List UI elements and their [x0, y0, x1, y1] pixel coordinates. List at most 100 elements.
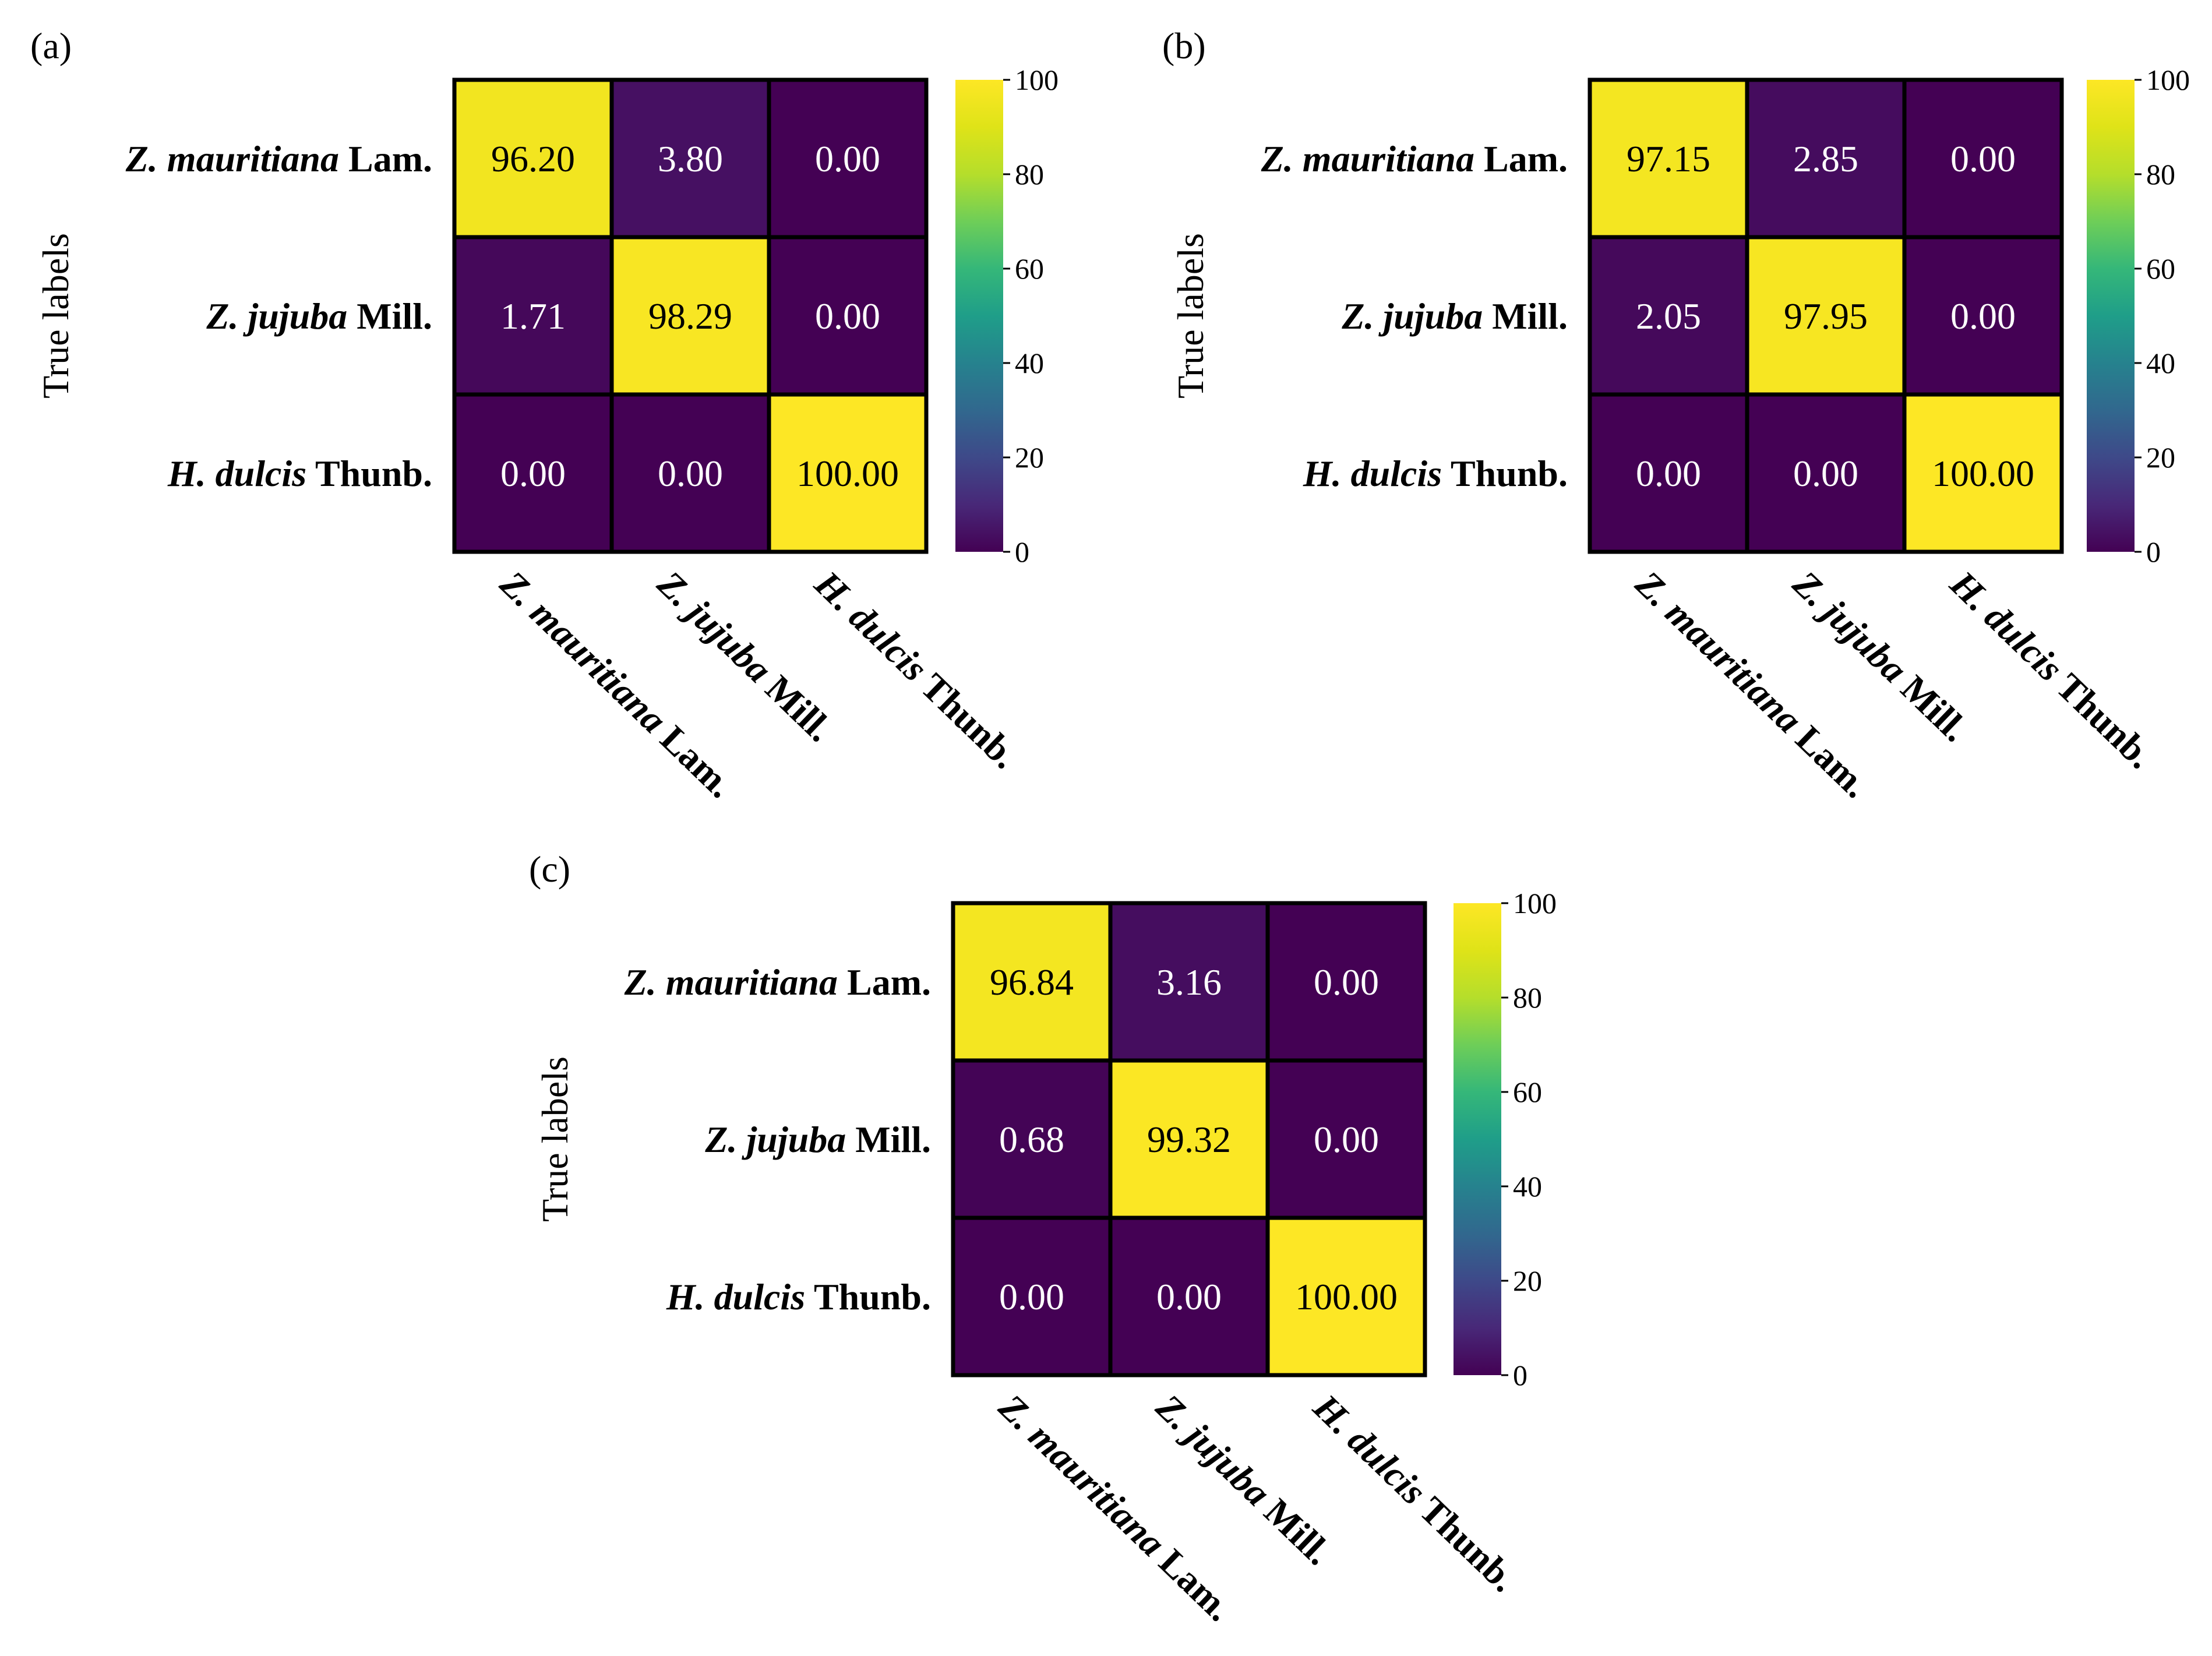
cell-value-label: 0.00 — [1950, 138, 2016, 179]
label-plain-part: Lam. — [1474, 138, 1568, 179]
label-plain-part: Lam. — [1145, 1534, 1240, 1629]
label-plain-part: Mill. — [1483, 295, 1568, 337]
label-plain-part: Thunb. — [1406, 1483, 1525, 1600]
cell-value-label: 98.29 — [648, 295, 732, 337]
cell-value-label: 99.32 — [1147, 1119, 1231, 1160]
colorbar-tick-label: 60 — [1015, 252, 1044, 285]
label-plain-part: Lam. — [1781, 711, 1877, 805]
label-italic-part: H. dulcis — [666, 1276, 805, 1317]
cell-value-label: 0.00 — [658, 453, 723, 494]
cell-value-label: 2.85 — [1793, 138, 1858, 179]
label-italic-part: Z. mauritiana — [1261, 138, 1474, 179]
colorbar-tick-label: 80 — [1513, 981, 1542, 1014]
colorbar-tick-label: 0 — [1513, 1359, 1527, 1391]
cell-value-label: 97.95 — [1784, 295, 1868, 337]
colorbar-tick-label: 20 — [2146, 441, 2175, 474]
heatmap-cell — [767, 235, 929, 397]
colorbar-tick-label: 40 — [1513, 1170, 1542, 1203]
row-tick-label: H. dulcis Thunb. — [666, 1276, 931, 1317]
confusion-matrix-panel-c: (c) True labels 96.84 3.16 0.00 0.68 99.32 0.00… — [529, 848, 1557, 1629]
y-axis-label: True labels — [534, 1056, 576, 1222]
colorbar-tick-label: 20 — [1513, 1264, 1542, 1297]
cell-value-label: 3.80 — [658, 138, 723, 179]
label-plain-part: Thunb. — [805, 1276, 931, 1317]
panel-label: (c) — [529, 848, 570, 890]
colorbar-tick-label: 60 — [2146, 252, 2175, 285]
row-tick-label: Z. mauritiana Lam. — [624, 961, 931, 1003]
panel-label: (a) — [30, 25, 72, 66]
colorbar-tick-label: 80 — [2146, 158, 2175, 191]
colorbar-tick-label: 80 — [1015, 158, 1044, 191]
cell-value-label: 100.00 — [1932, 453, 2034, 494]
heatmap-frame — [452, 77, 929, 554]
panel-label: (b) — [1162, 25, 1206, 66]
label-plain-part: Thunb. — [306, 453, 432, 494]
label-italic-part: Z. mauritiana — [991, 1386, 1174, 1564]
cell-value-label: 2.05 — [1636, 295, 1701, 337]
cell-value-label: 0.00 — [1156, 1276, 1222, 1317]
row-tick-label: Z. jujuba Mill. — [206, 295, 432, 337]
row-tick-label: Z. jujuba Mill. — [1341, 295, 1568, 337]
row-tick-label: H. dulcis Thunb. — [1303, 453, 1568, 494]
cell-value-label: 0.00 — [815, 295, 880, 337]
heatmap-cell — [1745, 392, 1907, 554]
cell-value-label: 0.00 — [1950, 295, 2016, 337]
row-tick-label: Z. mauritiana Lam. — [125, 138, 432, 179]
label-italic-part: Z. jujuba — [1785, 562, 1915, 690]
label-italic-part: Z. mauritiana — [624, 961, 838, 1003]
label-plain-part: Mill. — [347, 295, 432, 337]
heatmap-cell — [1108, 1215, 1270, 1377]
cell-value-label: 96.84 — [990, 961, 1074, 1003]
label-italic-part: H. dulcis — [807, 562, 936, 689]
label-italic-part: Z. mauritiana — [492, 562, 675, 741]
cell-value-label: 3.16 — [1156, 961, 1222, 1003]
heatmap-cell — [609, 77, 771, 239]
column-tick-label: H. dulcis Thunb. — [1942, 562, 2162, 776]
cell-value-label: 96.20 — [491, 138, 575, 179]
heatmap-cell — [1265, 1215, 1427, 1377]
heatmap-cell — [1587, 77, 1749, 239]
cell-value-label: 100.00 — [1295, 1276, 1398, 1317]
colorbar-tick-label: 20 — [1015, 441, 1044, 474]
heatmap-frame — [1587, 77, 2064, 554]
colorbar-tick-label: 100 — [2146, 64, 2190, 96]
label-italic-part: Z. mauritiana — [1628, 562, 1811, 741]
column-tick-label: H. dulcis Thunb. — [807, 562, 1026, 776]
cell-value-label: 0.00 — [1793, 453, 1858, 494]
cell-value-label: 0.00 — [999, 1276, 1064, 1317]
colorbar-tick-label: 100 — [1015, 64, 1059, 96]
label-plain-part: Mill. — [846, 1119, 931, 1160]
colorbar — [955, 80, 1003, 552]
label-italic-part: H. dulcis — [1306, 1386, 1434, 1512]
label-plain-part: Lam. — [646, 711, 742, 805]
label-italic-part: H. dulcis — [1942, 562, 2071, 689]
colorbar-tick-label: 0 — [2146, 535, 2161, 568]
colorbar-tick-label: 0 — [1015, 535, 1029, 568]
y-axis-label: True labels — [1170, 233, 1211, 399]
label-italic-part: Z. jujuba — [704, 1119, 846, 1160]
label-italic-part: Z. mauritiana — [125, 138, 339, 179]
colorbar-tick-label: 60 — [1513, 1076, 1542, 1108]
cell-value-label: 0.00 — [815, 138, 880, 179]
cell-value-label: 1.71 — [500, 295, 566, 337]
colorbar-tick-label: 40 — [1015, 347, 1044, 379]
label-italic-part: Z. jujuba — [1341, 295, 1483, 337]
heatmap-cell — [951, 901, 1113, 1063]
row-tick-label: Z. mauritiana Lam. — [1261, 138, 1568, 179]
label-plain-part: Lam. — [339, 138, 432, 179]
label-plain-part: Lam. — [838, 961, 931, 1003]
label-italic-part: Z. jujuba — [206, 295, 347, 337]
label-italic-part: Z. jujuba — [1148, 1386, 1279, 1514]
label-plain-part: Thunb. — [907, 660, 1026, 777]
colorbar-tick-label: 100 — [1513, 887, 1557, 919]
column-tick-label: H. dulcis Thunb. — [1306, 1386, 1525, 1599]
cell-value-label: 0.68 — [999, 1119, 1064, 1160]
confusion-matrix-panel-b: (b) True labels 97.15 2.85 0.00 2.05 97.95 0.00… — [1162, 25, 2190, 806]
label-italic-part: H. dulcis — [1303, 453, 1442, 494]
heatmap-cell — [609, 392, 771, 554]
row-tick-label: H. dulcis Thunb. — [167, 453, 432, 494]
heatmap-cell — [1108, 901, 1270, 1063]
cell-value-label: 100.00 — [796, 453, 899, 494]
heatmap-cell — [1902, 392, 2064, 554]
